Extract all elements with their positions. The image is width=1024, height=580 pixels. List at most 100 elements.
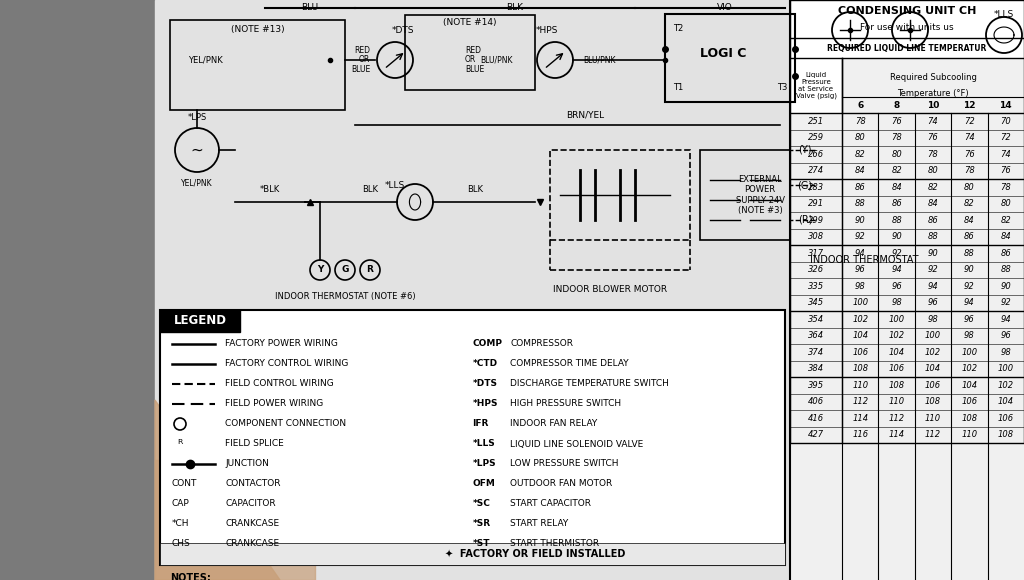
Text: 104: 104 bbox=[889, 348, 904, 357]
Text: 76: 76 bbox=[1000, 166, 1011, 175]
Text: *LLS: *LLS bbox=[472, 440, 496, 448]
Text: 112: 112 bbox=[925, 430, 941, 439]
Text: 308: 308 bbox=[808, 232, 824, 241]
Bar bbox=[155, 0, 790, 580]
Text: 14: 14 bbox=[999, 100, 1012, 110]
Text: 84: 84 bbox=[891, 183, 902, 192]
Text: 92: 92 bbox=[1000, 298, 1011, 307]
Text: INDOOR FAN RELAY: INDOOR FAN RELAY bbox=[511, 419, 598, 429]
Text: 92: 92 bbox=[964, 282, 975, 291]
Text: *CTD: *CTD bbox=[472, 360, 498, 368]
Text: 374: 374 bbox=[808, 348, 824, 357]
Text: 416: 416 bbox=[808, 414, 824, 423]
Text: 102: 102 bbox=[997, 380, 1014, 390]
Text: 90: 90 bbox=[855, 216, 865, 224]
Text: 364: 364 bbox=[808, 331, 824, 340]
Text: VIO: VIO bbox=[717, 3, 733, 12]
Text: Y: Y bbox=[316, 266, 324, 274]
Text: *DTS: *DTS bbox=[392, 26, 415, 35]
Text: 94: 94 bbox=[1000, 315, 1011, 324]
Text: COMP: COMP bbox=[472, 339, 503, 349]
Text: 80: 80 bbox=[964, 183, 975, 192]
Text: 406: 406 bbox=[808, 397, 824, 406]
Text: FACTORY POWER WIRING: FACTORY POWER WIRING bbox=[225, 339, 338, 349]
Text: CONDENSING UNIT CH: CONDENSING UNIT CH bbox=[838, 6, 976, 16]
Text: 88: 88 bbox=[855, 200, 865, 208]
Text: 100: 100 bbox=[852, 298, 868, 307]
Text: 72: 72 bbox=[1000, 133, 1011, 142]
Text: 94: 94 bbox=[964, 298, 975, 307]
Text: *HPS: *HPS bbox=[536, 26, 558, 35]
Text: *SR: *SR bbox=[472, 520, 490, 528]
Text: Liquid
Pressure
at Service
Valve (psig): Liquid Pressure at Service Valve (psig) bbox=[796, 72, 837, 99]
Text: 102: 102 bbox=[925, 348, 941, 357]
Text: 102: 102 bbox=[889, 331, 904, 340]
Text: 98: 98 bbox=[855, 282, 865, 291]
Text: 92: 92 bbox=[928, 265, 938, 274]
Text: 106: 106 bbox=[962, 397, 978, 406]
Text: ✦  FACTORY OR FIELD INSTALLED: ✦ FACTORY OR FIELD INSTALLED bbox=[444, 549, 626, 559]
Text: (G): (G) bbox=[798, 180, 813, 190]
Text: 94: 94 bbox=[891, 265, 902, 274]
Text: 82: 82 bbox=[891, 166, 902, 175]
Text: T3: T3 bbox=[776, 83, 787, 92]
Text: 104: 104 bbox=[925, 364, 941, 374]
Text: 82: 82 bbox=[964, 200, 975, 208]
Text: 76: 76 bbox=[891, 117, 902, 126]
Text: BLU: BLU bbox=[301, 3, 318, 12]
Text: 114: 114 bbox=[852, 414, 868, 423]
Text: BLU/PNK: BLU/PNK bbox=[480, 56, 513, 64]
Text: 86: 86 bbox=[891, 200, 902, 208]
Text: 102: 102 bbox=[962, 364, 978, 374]
Text: CRANKCASE: CRANKCASE bbox=[225, 520, 280, 528]
Text: 86: 86 bbox=[1000, 249, 1011, 258]
Text: G: G bbox=[341, 266, 349, 274]
Text: 274: 274 bbox=[808, 166, 824, 175]
Text: (R): (R) bbox=[798, 215, 812, 225]
Text: 78: 78 bbox=[891, 133, 902, 142]
Text: 427: 427 bbox=[808, 430, 824, 439]
Text: 8: 8 bbox=[894, 100, 900, 110]
Text: 80: 80 bbox=[855, 133, 865, 142]
Text: 345: 345 bbox=[808, 298, 824, 307]
Text: 114: 114 bbox=[889, 430, 904, 439]
Text: ᴿ: ᴿ bbox=[177, 437, 182, 451]
Text: 108: 108 bbox=[997, 430, 1014, 439]
Text: LEGEND: LEGEND bbox=[173, 314, 226, 328]
Text: Required Subcooling: Required Subcooling bbox=[890, 72, 977, 82]
Bar bbox=[790, 38, 1024, 58]
Text: 283: 283 bbox=[808, 183, 824, 192]
Text: 112: 112 bbox=[852, 397, 868, 406]
Text: (Y): (Y) bbox=[799, 145, 812, 155]
Text: 78: 78 bbox=[928, 150, 938, 159]
Text: 110: 110 bbox=[962, 430, 978, 439]
Text: COMPRESSOR TIME DELAY: COMPRESSOR TIME DELAY bbox=[511, 360, 629, 368]
Text: 78: 78 bbox=[1000, 183, 1011, 192]
Text: 110: 110 bbox=[852, 380, 868, 390]
Bar bbox=[790, 58, 842, 113]
Text: 108: 108 bbox=[962, 414, 978, 423]
Text: *LLS: *LLS bbox=[385, 180, 406, 190]
Text: 88: 88 bbox=[964, 249, 975, 258]
Text: *ST: *ST bbox=[472, 539, 490, 549]
Text: START RELAY: START RELAY bbox=[511, 520, 568, 528]
Text: CHS: CHS bbox=[172, 539, 190, 549]
Text: *CTD: *CTD bbox=[692, 0, 716, 2]
Text: 10: 10 bbox=[927, 100, 939, 110]
Text: RED
OR
BLUE: RED OR BLUE bbox=[351, 46, 370, 74]
Text: INDOOR THERMOSTAT: INDOOR THERMOSTAT bbox=[810, 255, 919, 265]
Text: *LPS: *LPS bbox=[472, 459, 496, 469]
Text: CRANKCASE: CRANKCASE bbox=[225, 539, 280, 549]
Text: 80: 80 bbox=[891, 150, 902, 159]
Text: 74: 74 bbox=[964, 133, 975, 142]
Bar bbox=[160, 310, 785, 565]
Text: 86: 86 bbox=[964, 232, 975, 241]
Text: 12: 12 bbox=[964, 100, 976, 110]
Text: 104: 104 bbox=[997, 397, 1014, 406]
Bar bbox=[155, 460, 315, 580]
Text: 100: 100 bbox=[997, 364, 1014, 374]
Text: FIELD CONTROL WIRING: FIELD CONTROL WIRING bbox=[225, 379, 334, 389]
Text: LOGI C: LOGI C bbox=[700, 47, 746, 60]
Text: JUNCTION: JUNCTION bbox=[225, 459, 269, 469]
Text: COMPONENT CONNECTION: COMPONENT CONNECTION bbox=[225, 419, 346, 429]
